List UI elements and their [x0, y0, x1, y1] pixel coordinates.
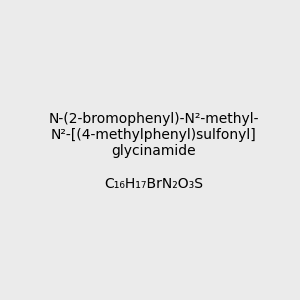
Text: N-(2-bromophenyl)-N²-methyl-
N²-[(4-methylphenyl)sulfonyl]
glycinamide

C₁₆H₁₇Br: N-(2-bromophenyl)-N²-methyl- N²-[(4-meth… [49, 112, 259, 191]
